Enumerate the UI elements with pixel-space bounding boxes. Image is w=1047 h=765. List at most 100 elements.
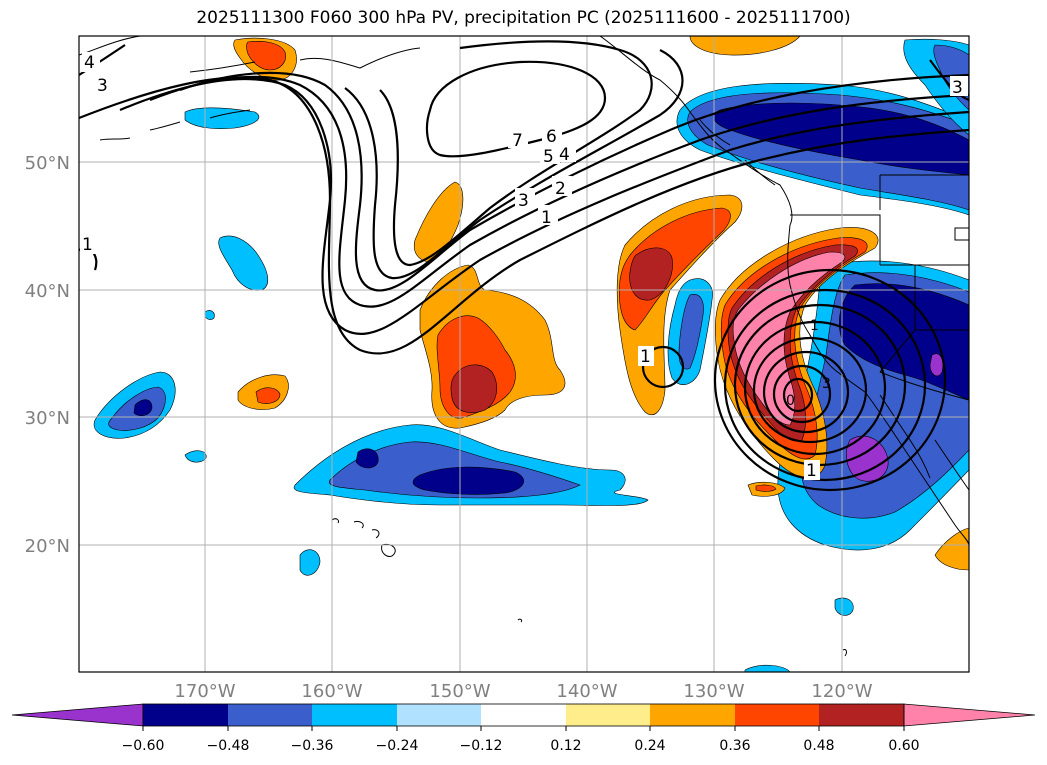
graticule bbox=[79, 36, 969, 672]
colorbar-extend-high bbox=[903, 703, 1036, 727]
pv-label-7: 7 bbox=[512, 131, 523, 151]
pv-label-nw4: 4 bbox=[84, 53, 95, 73]
colorbar-seg-2 bbox=[228, 704, 312, 726]
lon-label-170w: 170°W bbox=[174, 681, 235, 702]
border-states bbox=[790, 214, 969, 401]
colorbar-seg-9 bbox=[819, 704, 904, 726]
label-bg-3 bbox=[515, 188, 535, 208]
pv-label-3: 3 bbox=[518, 191, 529, 211]
map-frame bbox=[78, 35, 970, 673]
precip-neg-bc-core bbox=[713, 102, 969, 176]
longitude-labels: 170°W 160°W 150°W 140°W 130°W 120°W bbox=[174, 681, 872, 702]
precip-pos-west-red bbox=[255, 387, 281, 404]
precip-pos-small-red bbox=[755, 484, 777, 492]
lon-label-150w: 150°W bbox=[429, 681, 490, 702]
pv-contour-2 bbox=[119, 77, 969, 335]
precip-neg-small1 bbox=[204, 310, 215, 320]
pv-contour-1 bbox=[79, 76, 969, 355]
label-bg-1 bbox=[538, 205, 558, 225]
cb-tick-1: −0.48 bbox=[207, 738, 250, 754]
precip-neg-sw-purple bbox=[846, 435, 889, 482]
pv-label-w1: 1 bbox=[82, 235, 93, 255]
label-bg-7 bbox=[508, 128, 528, 148]
pv-low-ring-8 bbox=[782, 377, 814, 413]
colorbar-ticks bbox=[142, 726, 905, 731]
pv-label-cut1: 1 bbox=[640, 347, 651, 367]
label-bg-2 bbox=[552, 176, 572, 196]
pv-contour-7 bbox=[425, 60, 607, 158]
cb-tick-2: −0.36 bbox=[291, 738, 334, 754]
precip-pos-northeast bbox=[689, 36, 801, 56]
cb-tick-5: 0.12 bbox=[550, 738, 581, 754]
pv-contour-4 bbox=[179, 71, 969, 292]
colorbar-seg-3 bbox=[312, 704, 397, 726]
pv-low-ring-2 bbox=[723, 288, 927, 482]
figure-title: 2025111300 F060 300 hPa PV, precipitatio… bbox=[196, 8, 851, 28]
label-bg-4 bbox=[556, 142, 576, 162]
precip-neg-central-core bbox=[412, 466, 524, 495]
lat-label-40n: 40°N bbox=[25, 281, 70, 302]
precip-neg-small2 bbox=[184, 450, 207, 463]
colorbar-tick-labels: −0.60 −0.48 −0.36 −0.24 −0.12 0.12 0.24 … bbox=[122, 738, 920, 754]
precip-pos-se bbox=[934, 527, 969, 571]
pv-label-low0: 0 bbox=[786, 393, 795, 409]
label-bg-nw4 bbox=[82, 52, 100, 72]
colorbar-extend-low bbox=[11, 703, 144, 727]
cb-tick-9: 0.60 bbox=[888, 738, 919, 754]
label-bg-w1 bbox=[80, 234, 96, 254]
label-bg-5 bbox=[540, 144, 560, 164]
precip-pos-central-dark bbox=[450, 364, 498, 413]
pv-label-sw1: 1 bbox=[806, 461, 817, 481]
lat-label-30n: 30°N bbox=[25, 408, 70, 429]
cb-tick-3: −0.24 bbox=[376, 738, 419, 754]
precip-neg-west-core bbox=[133, 399, 153, 417]
cb-tick-7: 0.36 bbox=[719, 738, 750, 754]
lon-label-160w: 160°W bbox=[301, 681, 362, 702]
colorbar-seg-5 bbox=[481, 704, 566, 726]
pv-label-low3: 3 bbox=[822, 376, 831, 392]
map-layers: 7 6 5 4 3 2 1 4 3 3 1 1 1 0 3 bbox=[79, 36, 969, 672]
pv-contour-6 bbox=[379, 40, 653, 267]
colorbar-frame bbox=[142, 703, 905, 727]
precip-pos-offshore-dark bbox=[629, 247, 673, 301]
border-canada-us bbox=[879, 174, 969, 266]
pv-contour-3 bbox=[149, 75, 969, 308]
colorbar: −0.60 −0.48 −0.36 −0.24 −0.12 0.12 0.24 … bbox=[11, 703, 1036, 754]
pv-label-6: 6 bbox=[546, 127, 557, 147]
colorbar-seg-6 bbox=[566, 704, 650, 726]
coast-hawaii bbox=[331, 518, 396, 557]
label-bg-nw3 bbox=[95, 74, 113, 94]
pv-label-low1: 1 bbox=[810, 318, 819, 334]
pv-low-ring-1 bbox=[713, 268, 947, 492]
pv-label-ne3: 3 bbox=[952, 78, 963, 98]
cb-tick-0: −0.60 bbox=[122, 738, 165, 754]
precip-neg-south1 bbox=[834, 597, 854, 616]
pv-nw-corner bbox=[79, 44, 126, 76]
pv-ne-corner bbox=[929, 59, 969, 102]
lat-label-20n: 20°N bbox=[25, 536, 70, 557]
pv-low-ring-7 bbox=[772, 364, 832, 424]
pv-low-ring-6 bbox=[762, 350, 850, 434]
precip-neg-offshore-core bbox=[678, 294, 704, 370]
colorbar-seg-8 bbox=[735, 704, 819, 726]
cb-tick-6: 0.24 bbox=[634, 738, 665, 754]
pv-label-1: 1 bbox=[541, 208, 552, 228]
pv-low-ring-4 bbox=[743, 320, 887, 456]
precip-neg-central-core2 bbox=[355, 448, 379, 469]
lon-label-140w: 140°W bbox=[556, 681, 617, 702]
precip-pos-north1 bbox=[413, 181, 464, 263]
lon-label-120w: 120°W bbox=[811, 681, 872, 702]
pv-label-2: 2 bbox=[555, 179, 566, 199]
label-bg-6 bbox=[542, 125, 562, 145]
pv-low-ring-5 bbox=[752, 336, 868, 444]
lon-label-130w: 130°W bbox=[683, 681, 744, 702]
label-bg-sw1 bbox=[804, 460, 820, 480]
precip-neg-hawaii bbox=[299, 549, 321, 576]
lat-label-50n: 50°N bbox=[25, 153, 70, 174]
pv-label-5: 5 bbox=[543, 147, 554, 167]
precip-neg-north1 bbox=[184, 107, 260, 130]
pv-contour-labels: 7 6 5 4 3 2 1 4 3 3 1 1 1 0 3 bbox=[80, 52, 968, 481]
colorbar-seg-1 bbox=[143, 704, 228, 726]
cb-tick-8: 0.48 bbox=[803, 738, 834, 754]
